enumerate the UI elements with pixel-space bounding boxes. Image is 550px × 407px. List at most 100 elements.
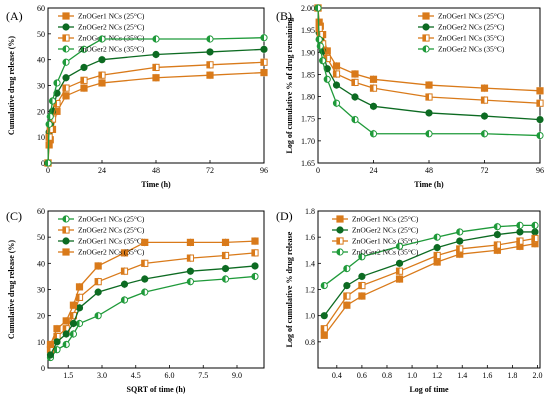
data-point bbox=[456, 237, 464, 245]
data-point bbox=[456, 228, 464, 236]
data-point bbox=[493, 223, 501, 231]
legend-label: ZnOGer1 NCs (25°C) bbox=[438, 12, 505, 21]
data-point bbox=[221, 264, 230, 273]
legend-item: ZnOGer2 NCs (35°C) bbox=[332, 248, 419, 257]
y-tick-label: 1.65 bbox=[301, 159, 315, 168]
data-point bbox=[120, 280, 129, 288]
y-tick-label: 30 bbox=[37, 286, 45, 295]
y-tick-label: 1.70 bbox=[301, 137, 315, 146]
data-point bbox=[343, 301, 351, 309]
y-tick-label: 20 bbox=[37, 107, 45, 116]
panel-d: (D) 0.4 0.6 0.8 1.0 1.2 1.4 1.6 1.8 2.0 0.8 1.0 1.2 1… bbox=[276, 207, 542, 394]
data-point bbox=[141, 288, 149, 296]
legend-marker bbox=[62, 45, 70, 53]
data-point bbox=[141, 259, 149, 267]
panel-label: (C) bbox=[6, 209, 22, 223]
data-point bbox=[141, 275, 149, 283]
data-point bbox=[314, 4, 322, 12]
data-point bbox=[62, 92, 70, 100]
y-tick-label: 1.85 bbox=[301, 70, 315, 79]
data-point bbox=[44, 159, 52, 167]
x-tick-label: 0.8 bbox=[382, 371, 392, 380]
data-point bbox=[94, 262, 102, 270]
data-point bbox=[206, 71, 214, 79]
data-point bbox=[433, 251, 441, 260]
x-axis-label: Log of time bbox=[409, 385, 449, 394]
legend-marker bbox=[422, 23, 430, 31]
panel-a: (A) 0 24 48 72 96 0 10 20 30 40 50 60 Time (h) Cumulat… bbox=[6, 4, 268, 189]
x-tick-label: 3.0 bbox=[97, 371, 107, 380]
legend-label: ZnOGer1 NCs (25°C) bbox=[78, 215, 145, 224]
x-tick-label: 0.6 bbox=[357, 371, 367, 380]
data-point bbox=[75, 304, 84, 312]
y-tick-label: 50 bbox=[37, 30, 45, 39]
data-point bbox=[480, 96, 489, 104]
y-tick-label: 0.8 bbox=[305, 338, 315, 347]
data-point bbox=[120, 249, 129, 257]
y-tick-label: 0 bbox=[41, 159, 45, 168]
data-point bbox=[395, 242, 404, 250]
legend-marker bbox=[62, 226, 70, 234]
data-point bbox=[369, 75, 378, 83]
data-point bbox=[531, 234, 539, 243]
x-tick-label: 24 bbox=[98, 166, 106, 175]
data-point bbox=[480, 130, 489, 138]
data-point bbox=[395, 267, 404, 275]
data-point bbox=[53, 325, 61, 333]
data-point bbox=[186, 278, 195, 286]
data-point bbox=[493, 230, 501, 239]
data-point bbox=[358, 281, 366, 290]
series-line bbox=[317, 7, 541, 121]
data-point bbox=[332, 62, 341, 70]
legend-marker bbox=[336, 248, 344, 256]
data-point bbox=[316, 42, 324, 50]
data-point bbox=[46, 112, 54, 121]
x-tick-label: 0.4 bbox=[332, 371, 342, 380]
legend-marker bbox=[336, 237, 344, 245]
data-point bbox=[221, 238, 230, 247]
legend-item: ZnOGer1 NCs (35°C) bbox=[332, 237, 419, 246]
legend-item: ZnOGer2 NCs (35°C) bbox=[58, 248, 145, 257]
data-point bbox=[351, 70, 359, 78]
data-point bbox=[53, 346, 61, 354]
series-4 bbox=[46, 237, 259, 349]
legend-marker bbox=[336, 215, 344, 223]
x-tick-label: 1.5 bbox=[63, 371, 73, 380]
y-tick-label: 60 bbox=[37, 4, 45, 13]
data-point bbox=[98, 56, 106, 64]
y-tick-label: 60 bbox=[37, 207, 45, 216]
legend-item: ZnOGer2 NCs (35°C) bbox=[58, 45, 145, 54]
data-point bbox=[425, 81, 433, 89]
y-tick-label: 1.95 bbox=[301, 26, 315, 35]
legend-label: ZnOGer1 NCs (25°C) bbox=[352, 215, 419, 224]
legend-item: ZnOGer2 NCs (25°C) bbox=[58, 226, 145, 235]
legend-label: ZnOGer1 NCs (35°C) bbox=[78, 34, 145, 43]
data-point bbox=[152, 35, 160, 43]
y-tick-label: 50 bbox=[37, 233, 45, 242]
x-tick-label: 2.0 bbox=[532, 371, 542, 380]
data-point bbox=[320, 312, 328, 320]
data-point bbox=[221, 251, 230, 260]
data-point bbox=[332, 81, 341, 89]
panel-b: (B) 0 24 48 72 96 1.65 1.70 1.75 1.80 1.85 1.90 1.95… bbox=[276, 4, 544, 189]
legend-marker bbox=[62, 23, 70, 31]
legend-item: ZnOGer1 NCs (35°C) bbox=[58, 237, 145, 246]
data-point bbox=[493, 241, 501, 249]
panel-c: (C) 1.5 3.0 4.5 6.0 7.5 9.0 0 10 20 30 40 50 60 SQRT o… bbox=[6, 207, 265, 394]
data-point bbox=[536, 131, 544, 140]
y-tick-label: 1.0 bbox=[305, 312, 315, 321]
x-tick-label: 1.0 bbox=[407, 371, 417, 380]
x-tick-label: 0 bbox=[316, 166, 320, 175]
data-point bbox=[186, 254, 195, 262]
x-tick-label: 24 bbox=[370, 166, 378, 175]
data-point bbox=[260, 45, 268, 53]
x-tick-label: 48 bbox=[425, 166, 433, 175]
legend-item: ZnOGer1 NCs (25°C) bbox=[332, 215, 419, 224]
legend-marker bbox=[62, 215, 70, 223]
data-point bbox=[62, 340, 70, 349]
series-4 bbox=[314, 4, 544, 140]
data-point bbox=[531, 221, 539, 229]
data-point bbox=[98, 71, 106, 79]
data-point bbox=[516, 221, 524, 229]
